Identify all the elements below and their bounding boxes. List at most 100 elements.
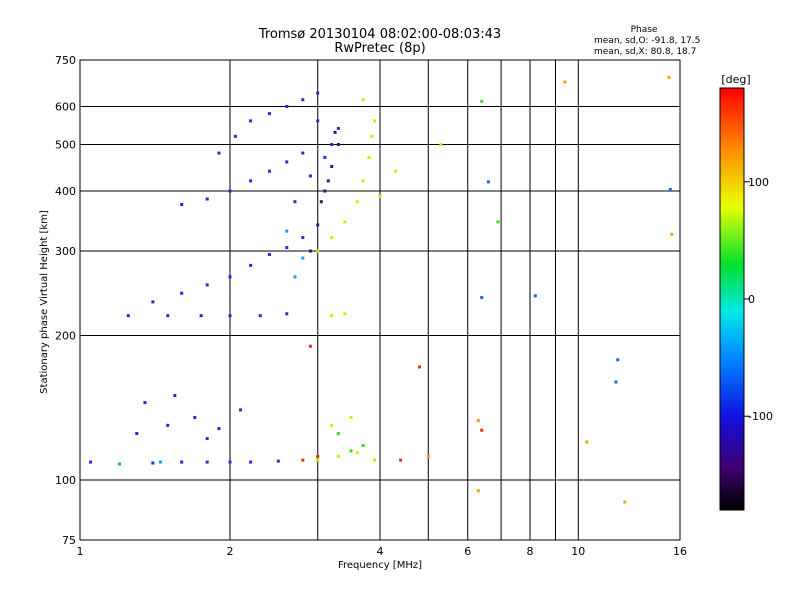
- x-tick-label: 1: [77, 545, 84, 558]
- data-point: [480, 428, 484, 432]
- x-tick-label: 2: [227, 545, 234, 558]
- data-point: [258, 314, 262, 318]
- data-point: [370, 134, 374, 138]
- data-point: [249, 179, 253, 183]
- chart-title-line1: Tromsø 20130104 08:02:00-08:03:43: [258, 27, 501, 42]
- data-point: [228, 314, 232, 318]
- data-point: [301, 236, 305, 240]
- data-point: [496, 220, 500, 224]
- data-point: [330, 164, 334, 168]
- data-point: [228, 275, 232, 279]
- data-point: [205, 197, 209, 201]
- y-tick-label: 100: [55, 474, 76, 487]
- data-point: [476, 419, 480, 423]
- data-point: [355, 451, 359, 455]
- x-tick-label: 4: [377, 545, 384, 558]
- data-point: [267, 169, 271, 173]
- data-point: [326, 179, 330, 183]
- data-point: [293, 200, 297, 204]
- data-point: [330, 236, 334, 240]
- y-tick-label: 750: [55, 54, 76, 67]
- data-point: [180, 202, 184, 206]
- data-point: [343, 220, 347, 224]
- data-point: [285, 246, 289, 250]
- data-point: [361, 444, 365, 448]
- y-tick-label: 200: [55, 330, 76, 343]
- data-point: [361, 179, 365, 183]
- data-point: [563, 80, 567, 84]
- x-tick-label: 6: [464, 545, 471, 558]
- x-axis-label: Frequency [MHz]: [338, 560, 422, 571]
- colorbar-tick-label: 100: [748, 176, 769, 189]
- data-point: [267, 112, 271, 116]
- data-point: [166, 423, 170, 427]
- data-point: [373, 458, 377, 462]
- data-point: [285, 105, 289, 109]
- data-point: [205, 437, 209, 441]
- data-point: [301, 256, 305, 260]
- data-point: [316, 454, 320, 458]
- x-tick-label: 8: [527, 545, 534, 558]
- data-point: [480, 99, 484, 103]
- data-point: [308, 344, 312, 348]
- data-point: [205, 283, 209, 287]
- data-point: [228, 460, 232, 464]
- data-point: [301, 98, 305, 102]
- data-point: [205, 460, 209, 464]
- y-tick-label: 75: [62, 534, 76, 547]
- data-point: [228, 189, 232, 193]
- data-point: [285, 312, 289, 316]
- data-point: [616, 358, 620, 362]
- data-point: [285, 229, 289, 233]
- data-point: [89, 460, 93, 464]
- data-point: [378, 194, 382, 198]
- colorbar: [719, 87, 745, 511]
- data-point: [267, 253, 271, 257]
- colorbar-label: [deg]: [721, 73, 750, 86]
- data-point: [308, 174, 312, 178]
- data-point: [336, 432, 340, 436]
- data-point: [349, 449, 353, 453]
- data-point: [367, 155, 371, 159]
- data-point: [193, 415, 197, 419]
- y-tick-label: 500: [55, 139, 76, 152]
- data-point: [349, 415, 353, 419]
- data-point: [239, 408, 243, 412]
- data-point: [343, 312, 347, 316]
- data-point: [439, 143, 443, 147]
- data-point: [330, 314, 334, 318]
- data-point: [417, 365, 421, 369]
- data-point: [308, 249, 312, 253]
- data-point: [355, 200, 359, 204]
- data-point: [233, 134, 237, 138]
- data-point: [361, 98, 365, 102]
- data-point: [668, 187, 672, 191]
- data-point: [126, 314, 130, 318]
- chart-title-line2: RwPretec (8p): [334, 41, 425, 56]
- data-point: [330, 423, 334, 427]
- data-point: [316, 458, 320, 462]
- data-point: [336, 143, 340, 147]
- data-point: [285, 160, 289, 164]
- data-point: [623, 500, 627, 504]
- data-point: [301, 458, 305, 462]
- data-point: [158, 460, 162, 464]
- data-point: [585, 440, 589, 444]
- data-point: [480, 296, 484, 300]
- data-point: [117, 462, 121, 466]
- data-point: [180, 460, 184, 464]
- data-point: [533, 294, 537, 298]
- y-axis-label: Stationary phase Virtual Height [km]: [39, 210, 50, 394]
- data-point: [199, 314, 203, 318]
- plot-area: 1 2 4 6 8 10 16 75 100 200 300 400 500 600 750: [55, 54, 687, 558]
- data-point: [276, 459, 280, 463]
- colorbar-tick-label: -100: [748, 410, 773, 423]
- data-point: [249, 263, 253, 267]
- data-point: [333, 130, 337, 134]
- plot-frame: [79, 59, 681, 541]
- data-point: [180, 291, 184, 295]
- data-point: [336, 454, 340, 458]
- data-point: [217, 427, 221, 431]
- data-point: [249, 119, 253, 123]
